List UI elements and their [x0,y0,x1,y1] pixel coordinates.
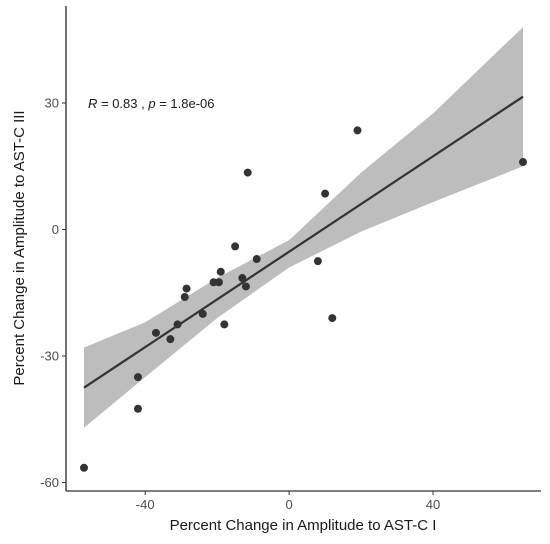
x-tick-label: 0 [285,497,292,512]
r-value: = 0.83 , [97,96,148,111]
x-axis-title: Percent Change in Amplitude to AST-C I [170,517,437,534]
data-point-14 [231,242,240,251]
data-point-21 [328,314,337,323]
p-value: = 1.8e-06 [156,96,215,111]
data-point-22 [353,126,362,135]
data-point-2 [133,404,142,413]
p-symbol: p [147,96,155,111]
data-point-5 [166,335,175,344]
y-tick-label: 30 [45,96,59,111]
data-point-19 [313,257,322,266]
ticks-layer: -40 0 40 -60 -30 0 30 [40,96,440,513]
data-point-6 [173,320,182,329]
confidence-band-layer [84,27,523,428]
correlation-annotation: R = 0.83 , p = 1.8e-06 [88,96,214,111]
data-point-13 [220,320,229,329]
x-tick-label: 40 [426,497,440,512]
r-symbol: R [88,96,97,111]
data-point-18 [252,255,261,264]
data-point-23 [519,158,528,167]
data-point-20 [321,189,330,198]
data-point-11 [214,278,223,287]
y-tick-label: -60 [40,475,59,490]
data-point-8 [182,284,191,293]
data-point-16 [241,282,250,291]
confidence-band [84,27,523,428]
y-axis-title: Percent Change in Amplitude to AST-C III [11,110,28,385]
data-point-9 [198,309,207,318]
data-point-12 [216,267,225,276]
data-point-15 [238,274,247,283]
data-point-7 [180,293,189,301]
data-point-4 [151,328,160,337]
regression-line-layer [83,95,524,389]
data-point-3 [133,373,142,382]
data-point-1 [79,463,88,472]
data-point-17 [243,168,252,177]
data-points-layer [79,126,528,472]
y-tick-label: -30 [40,349,59,364]
regression-line [83,95,524,389]
y-tick-label: 0 [52,222,59,237]
x-tick-label: -40 [136,497,155,512]
